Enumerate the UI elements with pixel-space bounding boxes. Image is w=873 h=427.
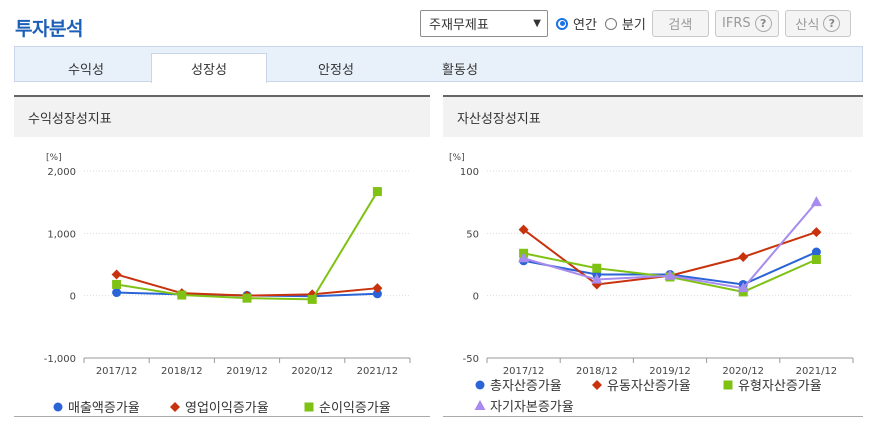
help-icon: ? bbox=[823, 15, 841, 32]
legend-marker bbox=[592, 380, 602, 390]
data-point bbox=[811, 227, 822, 238]
data-point bbox=[591, 273, 603, 284]
asset-growth-panel: 자산성장성지표 [%] -50 0 50 100 2017/12 2018/12 2019/1… bbox=[443, 95, 863, 417]
formula-button-label: 산식 bbox=[795, 18, 820, 33]
ifrs-button[interactable]: IFRS ? bbox=[714, 10, 779, 37]
x-tick-label: 2018/12 bbox=[576, 366, 618, 377]
legend-label: 영업이익증가율 bbox=[185, 401, 269, 416]
data-point bbox=[810, 196, 822, 207]
radio-quarter-label: 분기 bbox=[621, 18, 646, 33]
data-point bbox=[518, 252, 530, 263]
search-button[interactable]: 검색 bbox=[651, 10, 709, 37]
unit-label: [%] bbox=[449, 153, 465, 163]
series-triangle bbox=[518, 196, 822, 293]
radio-annual-label: 연간 bbox=[573, 18, 597, 33]
y-tick-label: 0 bbox=[473, 292, 479, 303]
data-point bbox=[111, 269, 122, 280]
profit-growth-chart: [%] -1,000 0 1,000 2,000 2017/12 2018/12 2019/1… bbox=[44, 153, 411, 416]
x-tick-label: 2021/12 bbox=[357, 366, 399, 377]
series-square bbox=[112, 187, 382, 304]
legend-marker bbox=[475, 380, 485, 390]
y-tick-label: -50 bbox=[463, 354, 479, 365]
data-point bbox=[372, 289, 382, 299]
x-tick-label: 2018/12 bbox=[161, 366, 203, 377]
data-point bbox=[307, 294, 317, 304]
y-tick-label: 100 bbox=[460, 167, 479, 178]
statement-select-value: 주재무제표 bbox=[429, 18, 489, 33]
legend-label: 총자산증가율 bbox=[490, 379, 562, 394]
legend-marker bbox=[723, 380, 733, 390]
data-point bbox=[177, 290, 187, 300]
data-point bbox=[811, 255, 821, 265]
series-circle bbox=[519, 247, 821, 289]
data-point bbox=[664, 269, 676, 280]
legend-label: 유동자산증가율 bbox=[607, 379, 691, 394]
legend-label: 유형자산증가율 bbox=[738, 379, 822, 394]
x-tick-label: 2017/12 bbox=[503, 366, 545, 377]
tab-profitability[interactable]: 수익성 bbox=[68, 62, 104, 78]
statement-select[interactable]: 주재무제표 ▼ bbox=[420, 10, 548, 37]
x-tick-label: 2020/12 bbox=[291, 366, 333, 377]
data-point bbox=[518, 224, 529, 235]
y-tick-label: 2,000 bbox=[47, 167, 76, 178]
y-tick-label: 50 bbox=[466, 229, 479, 240]
x-tick-label: 2017/12 bbox=[96, 366, 138, 377]
unit-label: [%] bbox=[46, 153, 62, 163]
x-tick-label: 2019/12 bbox=[226, 366, 268, 377]
toolbar: 주재무제표 ▼ 연간 분기 검색 IFRS ? 산식 ? bbox=[420, 9, 851, 38]
profit-growth-panel: 수익성장성지표 [%] -1,000 0 1,000 2,000 2017/12 2018/… bbox=[14, 95, 430, 417]
x-tick-label: 2021/12 bbox=[796, 366, 838, 377]
legend-label: 자기자본증가율 bbox=[490, 400, 574, 415]
legend-marker bbox=[170, 402, 180, 412]
radio-quarter[interactable]: 분기 bbox=[604, 14, 646, 33]
data-point bbox=[112, 279, 122, 289]
panel-title: 자산성장성지표 bbox=[443, 97, 863, 137]
radio-unselected-icon bbox=[604, 17, 617, 30]
tab-bar: 수익성 성장성 안정성 활동성 bbox=[14, 46, 863, 83]
data-point bbox=[372, 187, 382, 197]
x-tick-label: 2019/12 bbox=[649, 366, 691, 377]
tab-growth[interactable]: 성장성 bbox=[151, 53, 267, 83]
tab-activity[interactable]: 활동성 bbox=[442, 62, 478, 78]
data-point bbox=[811, 247, 821, 257]
tab-stability[interactable]: 안정성 bbox=[318, 62, 354, 78]
x-tick-label: 2020/12 bbox=[722, 366, 764, 377]
chevron-down-icon: ▼ bbox=[533, 18, 541, 29]
y-tick-label: 0 bbox=[70, 292, 76, 303]
page-title: 투자분석 bbox=[15, 18, 83, 40]
data-point bbox=[112, 288, 122, 298]
legend-label: 매출액증가율 bbox=[68, 401, 140, 416]
legend-marker bbox=[304, 402, 314, 412]
formula-button[interactable]: 산식 ? bbox=[784, 10, 851, 37]
legend-marker bbox=[474, 400, 486, 410]
data-point bbox=[372, 283, 383, 294]
panel-title: 수익성장성지표 bbox=[14, 97, 430, 137]
series-line bbox=[116, 191, 379, 301]
radio-selected-icon bbox=[556, 17, 568, 30]
data-point bbox=[242, 293, 252, 303]
ifrs-button-label: IFRS bbox=[722, 16, 751, 31]
y-tick-label: 1,000 bbox=[47, 229, 76, 240]
y-tick-label: -1,000 bbox=[44, 354, 76, 365]
legend-marker bbox=[53, 402, 63, 412]
help-icon: ? bbox=[754, 15, 772, 32]
asset-growth-chart: [%] -50 0 50 100 2017/12 2018/12 2019/12 2020/12… bbox=[449, 153, 854, 415]
radio-annual[interactable]: 연간 bbox=[556, 14, 597, 33]
data-point bbox=[738, 252, 749, 263]
data-point bbox=[737, 282, 749, 293]
legend-label: 순이익증가율 bbox=[319, 401, 391, 416]
data-point bbox=[592, 263, 602, 273]
